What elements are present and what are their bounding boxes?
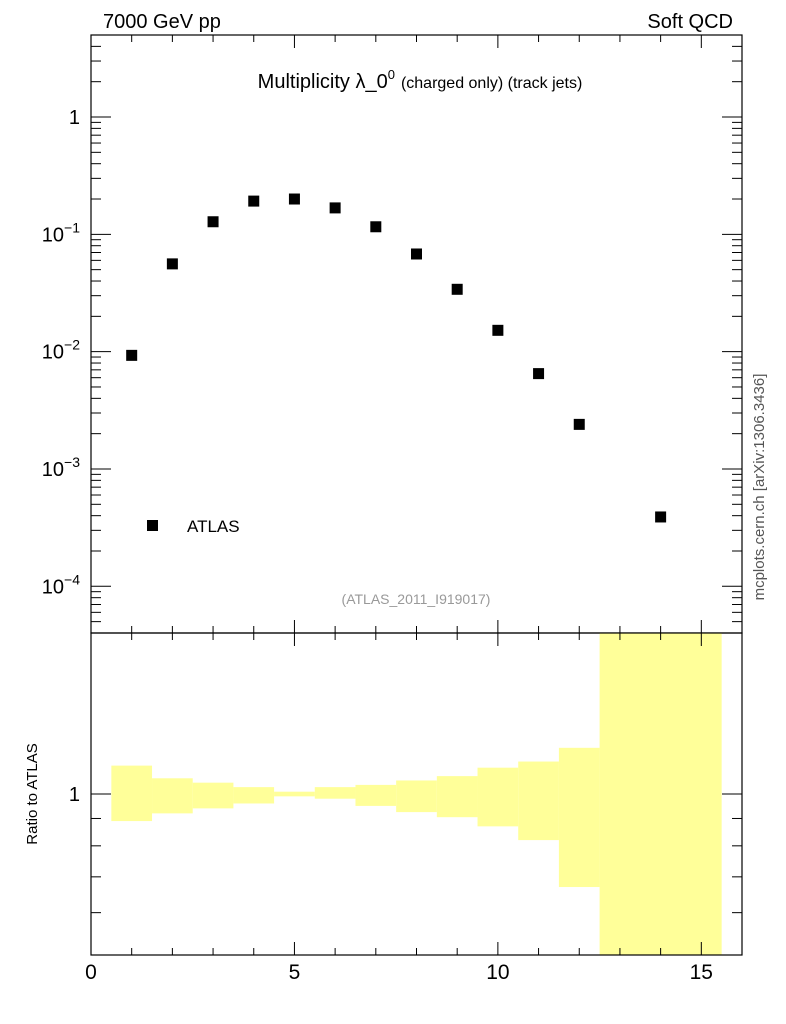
band-segment [274, 791, 315, 797]
upper-panel: 1 10−1 10−2 10−3 10−4 Multiplicity λ_00 (char… [42, 34, 743, 634]
lower-panel: 1 Ratio to ATLAS [24, 632, 743, 956]
title-subtitle: (charged only) (track jets) [401, 75, 582, 92]
data-point [533, 368, 545, 380]
band-segment [355, 784, 397, 806]
band-segment [477, 767, 519, 827]
header-left: 7000 GeV pp [103, 11, 221, 33]
band-segment [599, 633, 722, 955]
title-main: Multiplicity λ_0 [258, 71, 388, 93]
data-point [573, 418, 585, 430]
legend-marker [147, 520, 158, 531]
y-tick-label: 10−4 [42, 571, 80, 598]
lower-y-tick-label: 1 [69, 784, 80, 806]
y-tick-label: 1 [69, 107, 80, 129]
x-tick-labels: 0 5 10 15 [85, 961, 713, 984]
band-segment [436, 776, 478, 818]
x-tick-label: 5 [289, 961, 301, 984]
chart-title: Multiplicity λ_00 (charged only) (track j… [258, 67, 583, 93]
data-point [492, 324, 504, 336]
data-point [126, 349, 138, 361]
band-segment [396, 780, 437, 813]
lower-y-axis-label: Ratio to ATLAS [24, 743, 41, 844]
data-point [370, 221, 382, 233]
x-tick-label: 10 [486, 961, 509, 984]
data-point [207, 216, 219, 228]
band-segment [233, 787, 275, 804]
band-segment [518, 761, 559, 841]
header-right: Soft QCD [647, 11, 733, 33]
analysis-watermark: (ATLAS_2011_I919017) [342, 591, 491, 607]
y-tick-label: 10−2 [42, 337, 80, 364]
band-segment [111, 765, 153, 822]
data-point [411, 248, 422, 260]
data-point [248, 195, 260, 207]
data-point [288, 193, 300, 205]
upper-axis-ticks: 1 10−1 10−2 10−3 10−4 [42, 34, 743, 634]
band-segment [192, 782, 234, 809]
legend: ATLAS [147, 517, 240, 536]
x-tick-label: 15 [690, 961, 713, 984]
legend-label: ATLAS [187, 517, 240, 536]
y-tick-label: 10−1 [42, 219, 80, 246]
lower-frame [90, 632, 743, 956]
upper-frame [90, 34, 743, 634]
uncertainty-band [111, 633, 722, 955]
data-point [451, 283, 463, 295]
title-superscript: 0 [388, 67, 395, 82]
side-label: mcplots.cern.ch [arXiv:1306.3436] [751, 374, 768, 601]
band-segment [558, 747, 600, 888]
y-tick-label: 10−3 [42, 454, 80, 481]
data-point [655, 511, 667, 523]
band-segment [152, 778, 193, 814]
x-tick-label: 0 [85, 961, 97, 984]
data-point [329, 202, 341, 214]
data-points [126, 193, 667, 523]
data-point [166, 258, 178, 270]
band-segment [314, 787, 356, 799]
